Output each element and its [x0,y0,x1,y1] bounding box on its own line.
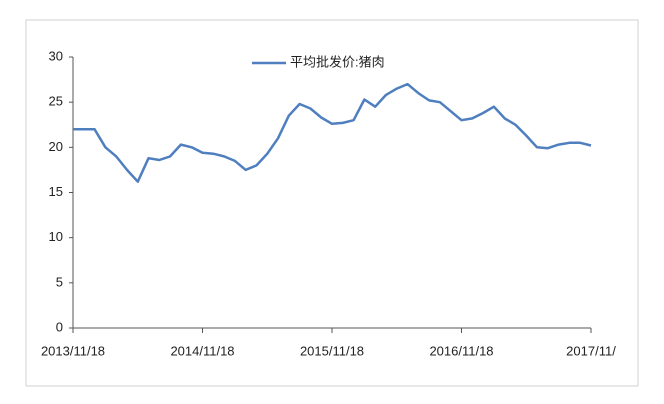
y-tick-label: 0 [56,319,63,334]
x-tick-label: 2017/11/ [566,343,616,358]
y-tick-label: 25 [49,94,63,109]
chart-frame [25,19,639,387]
x-tick-label: 2016/11/18 [429,343,493,358]
y-tick-label: 15 [49,184,63,199]
y-tick-label: 20 [49,139,63,154]
y-tick-label: 30 [49,48,63,63]
x-tick-label: 2015/11/18 [300,343,364,358]
data-line [73,82,592,183]
x-tick-label: 2014/11/18 [170,343,234,358]
legend-label: 平均批发价:猪肉 [290,54,385,69]
y-tick-label: 5 [56,274,63,289]
x-tick-label: 2013/11/18 [41,343,105,358]
y-tick-label: 10 [49,229,63,244]
